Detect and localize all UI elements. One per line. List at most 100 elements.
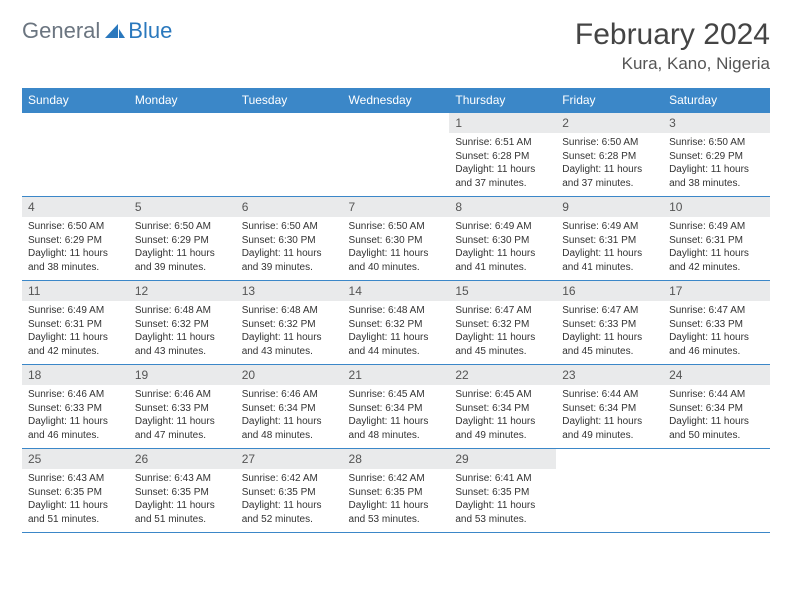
- day-data: Sunrise: 6:44 AMSunset: 6:34 PMDaylight:…: [663, 385, 770, 445]
- sunset-text: Sunset: 6:32 PM: [242, 318, 337, 332]
- daylight-text: Daylight: 11 hours and 51 minutes.: [135, 499, 230, 526]
- day-number: 24: [663, 365, 770, 385]
- day-data: Sunrise: 6:43 AMSunset: 6:35 PMDaylight:…: [129, 469, 236, 529]
- calendar-row: 1Sunrise: 6:51 AMSunset: 6:28 PMDaylight…: [22, 113, 770, 197]
- day-data: Sunrise: 6:46 AMSunset: 6:34 PMDaylight:…: [236, 385, 343, 445]
- weekday-header: Sunday: [22, 88, 129, 113]
- day-data: Sunrise: 6:50 AMSunset: 6:29 PMDaylight:…: [129, 217, 236, 277]
- sunset-text: Sunset: 6:30 PM: [455, 234, 550, 248]
- day-number: 19: [129, 365, 236, 385]
- sunrise-text: Sunrise: 6:49 AM: [28, 304, 123, 318]
- weekday-header: Monday: [129, 88, 236, 113]
- day-data: Sunrise: 6:45 AMSunset: 6:34 PMDaylight:…: [449, 385, 556, 445]
- sunrise-text: Sunrise: 6:42 AM: [349, 472, 444, 486]
- logo: General Blue: [22, 18, 172, 44]
- sunrise-text: Sunrise: 6:50 AM: [669, 136, 764, 150]
- sunset-text: Sunset: 6:34 PM: [669, 402, 764, 416]
- sunrise-text: Sunrise: 6:43 AM: [135, 472, 230, 486]
- weekday-header: Wednesday: [343, 88, 450, 113]
- sunset-text: Sunset: 6:33 PM: [28, 402, 123, 416]
- calendar-cell: 15Sunrise: 6:47 AMSunset: 6:32 PMDayligh…: [449, 281, 556, 365]
- sunrise-text: Sunrise: 6:47 AM: [669, 304, 764, 318]
- sunrise-text: Sunrise: 6:50 AM: [28, 220, 123, 234]
- calendar-row: 11Sunrise: 6:49 AMSunset: 6:31 PMDayligh…: [22, 281, 770, 365]
- day-number: 14: [343, 281, 450, 301]
- location: Kura, Kano, Nigeria: [575, 54, 770, 74]
- daylight-text: Daylight: 11 hours and 41 minutes.: [455, 247, 550, 274]
- day-number: 7: [343, 197, 450, 217]
- calendar-cell: 9Sunrise: 6:49 AMSunset: 6:31 PMDaylight…: [556, 197, 663, 281]
- sunset-text: Sunset: 6:29 PM: [135, 234, 230, 248]
- sunrise-text: Sunrise: 6:48 AM: [135, 304, 230, 318]
- daylight-text: Daylight: 11 hours and 44 minutes.: [349, 331, 444, 358]
- calendar-row: 18Sunrise: 6:46 AMSunset: 6:33 PMDayligh…: [22, 365, 770, 449]
- daylight-text: Daylight: 11 hours and 52 minutes.: [242, 499, 337, 526]
- sunset-text: Sunset: 6:34 PM: [242, 402, 337, 416]
- header: General Blue February 2024 Kura, Kano, N…: [22, 18, 770, 74]
- sunset-text: Sunset: 6:29 PM: [669, 150, 764, 164]
- calendar-cell: 27Sunrise: 6:42 AMSunset: 6:35 PMDayligh…: [236, 449, 343, 533]
- day-data: Sunrise: 6:42 AMSunset: 6:35 PMDaylight:…: [343, 469, 450, 529]
- day-number: 4: [22, 197, 129, 217]
- sunrise-text: Sunrise: 6:44 AM: [562, 388, 657, 402]
- day-data: Sunrise: 6:43 AMSunset: 6:35 PMDaylight:…: [22, 469, 129, 529]
- sunset-text: Sunset: 6:35 PM: [28, 486, 123, 500]
- daylight-text: Daylight: 11 hours and 37 minutes.: [562, 163, 657, 190]
- calendar-cell: 28Sunrise: 6:42 AMSunset: 6:35 PMDayligh…: [343, 449, 450, 533]
- day-number: 23: [556, 365, 663, 385]
- day-number: 1: [449, 113, 556, 133]
- daylight-text: Daylight: 11 hours and 37 minutes.: [455, 163, 550, 190]
- day-number: 22: [449, 365, 556, 385]
- sunset-text: Sunset: 6:29 PM: [28, 234, 123, 248]
- calendar-cell: 23Sunrise: 6:44 AMSunset: 6:34 PMDayligh…: [556, 365, 663, 449]
- calendar-cell: 14Sunrise: 6:48 AMSunset: 6:32 PMDayligh…: [343, 281, 450, 365]
- sunset-text: Sunset: 6:33 PM: [562, 318, 657, 332]
- calendar-cell: 2Sunrise: 6:50 AMSunset: 6:28 PMDaylight…: [556, 113, 663, 197]
- day-number: 29: [449, 449, 556, 469]
- daylight-text: Daylight: 11 hours and 39 minutes.: [135, 247, 230, 274]
- daylight-text: Daylight: 11 hours and 46 minutes.: [28, 415, 123, 442]
- day-number: 21: [343, 365, 450, 385]
- sunrise-text: Sunrise: 6:45 AM: [349, 388, 444, 402]
- calendar-cell: 10Sunrise: 6:49 AMSunset: 6:31 PMDayligh…: [663, 197, 770, 281]
- sunset-text: Sunset: 6:32 PM: [349, 318, 444, 332]
- daylight-text: Daylight: 11 hours and 48 minutes.: [242, 415, 337, 442]
- month-title: February 2024: [575, 18, 770, 52]
- day-number: 20: [236, 365, 343, 385]
- sunrise-text: Sunrise: 6:42 AM: [242, 472, 337, 486]
- day-number: 5: [129, 197, 236, 217]
- calendar-cell: 20Sunrise: 6:46 AMSunset: 6:34 PMDayligh…: [236, 365, 343, 449]
- calendar-cell: [236, 113, 343, 197]
- calendar-cell: [22, 113, 129, 197]
- daylight-text: Daylight: 11 hours and 42 minutes.: [669, 247, 764, 274]
- calendar-cell: 19Sunrise: 6:46 AMSunset: 6:33 PMDayligh…: [129, 365, 236, 449]
- daylight-text: Daylight: 11 hours and 50 minutes.: [669, 415, 764, 442]
- day-data: Sunrise: 6:50 AMSunset: 6:29 PMDaylight:…: [663, 133, 770, 193]
- daylight-text: Daylight: 11 hours and 48 minutes.: [349, 415, 444, 442]
- day-data: Sunrise: 6:49 AMSunset: 6:31 PMDaylight:…: [22, 301, 129, 361]
- sunrise-text: Sunrise: 6:44 AM: [669, 388, 764, 402]
- day-number: 16: [556, 281, 663, 301]
- day-number: 28: [343, 449, 450, 469]
- daylight-text: Daylight: 11 hours and 38 minutes.: [669, 163, 764, 190]
- title-block: February 2024 Kura, Kano, Nigeria: [575, 18, 770, 74]
- weekday-header: Saturday: [663, 88, 770, 113]
- daylight-text: Daylight: 11 hours and 43 minutes.: [135, 331, 230, 358]
- day-number: 26: [129, 449, 236, 469]
- calendar-cell: 6Sunrise: 6:50 AMSunset: 6:30 PMDaylight…: [236, 197, 343, 281]
- calendar-cell: [556, 449, 663, 533]
- daylight-text: Daylight: 11 hours and 39 minutes.: [242, 247, 337, 274]
- sunrise-text: Sunrise: 6:46 AM: [28, 388, 123, 402]
- day-data: Sunrise: 6:46 AMSunset: 6:33 PMDaylight:…: [22, 385, 129, 445]
- sunrise-text: Sunrise: 6:49 AM: [669, 220, 764, 234]
- calendar-cell: 16Sunrise: 6:47 AMSunset: 6:33 PMDayligh…: [556, 281, 663, 365]
- calendar-cell: 3Sunrise: 6:50 AMSunset: 6:29 PMDaylight…: [663, 113, 770, 197]
- sunset-text: Sunset: 6:31 PM: [562, 234, 657, 248]
- day-number: 15: [449, 281, 556, 301]
- sunset-text: Sunset: 6:28 PM: [455, 150, 550, 164]
- day-data: Sunrise: 6:45 AMSunset: 6:34 PMDaylight:…: [343, 385, 450, 445]
- daylight-text: Daylight: 11 hours and 40 minutes.: [349, 247, 444, 274]
- sunrise-text: Sunrise: 6:49 AM: [562, 220, 657, 234]
- calendar-cell: 11Sunrise: 6:49 AMSunset: 6:31 PMDayligh…: [22, 281, 129, 365]
- logo-text-general: General: [22, 18, 100, 44]
